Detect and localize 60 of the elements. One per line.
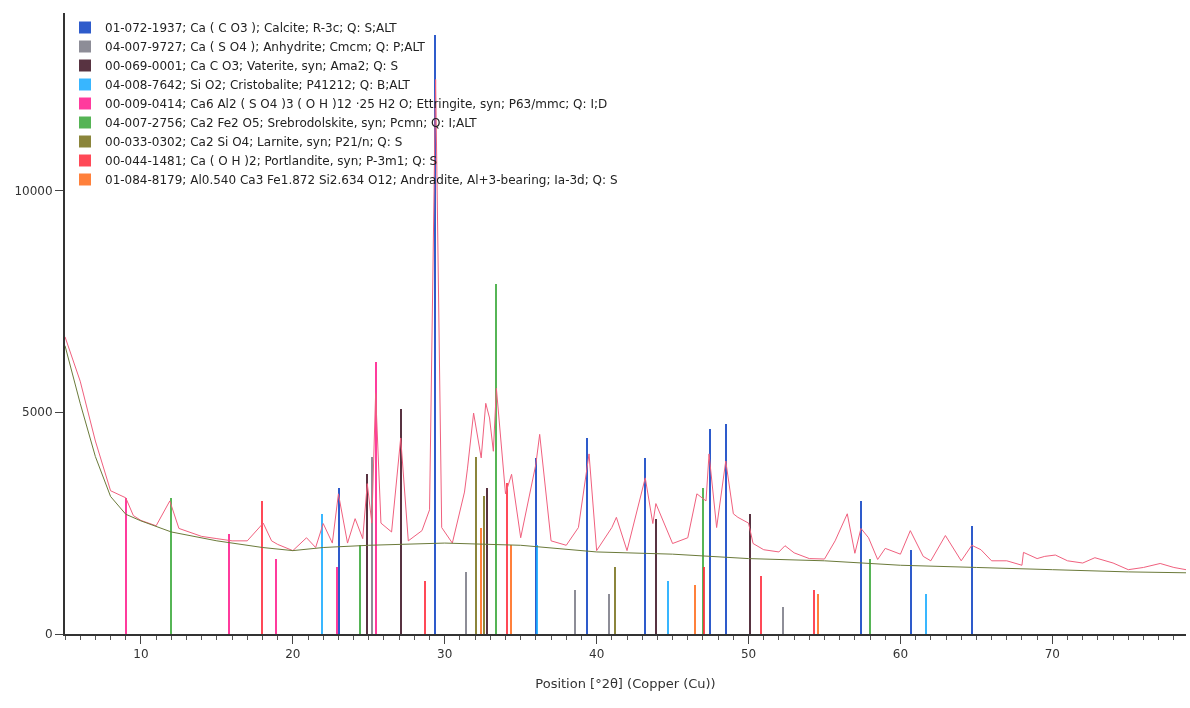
bar <box>338 488 340 634</box>
bar <box>760 576 762 634</box>
bar <box>817 594 819 634</box>
bar <box>170 498 172 634</box>
bar <box>782 607 784 634</box>
line-series <box>65 345 1186 574</box>
bar <box>910 550 912 634</box>
bar <box>869 559 871 634</box>
bar <box>125 498 127 634</box>
bar <box>261 501 263 634</box>
y-tick-label: 0 <box>44 627 53 642</box>
x-tick-label: 30 <box>437 647 453 662</box>
bar <box>480 528 482 634</box>
x-tick-label: 50 <box>740 647 757 662</box>
bar <box>608 594 610 634</box>
bar <box>667 581 669 634</box>
x-tick-label: 70 <box>1044 647 1060 662</box>
bar <box>483 496 485 634</box>
legend-label: 00-069-0001; Ca C O3; Vaterite, syn; Ama2; Q: S <box>105 59 399 74</box>
bar <box>475 457 477 634</box>
line-series <box>65 79 1186 571</box>
bar <box>495 284 497 634</box>
bar <box>655 519 657 634</box>
bar <box>586 438 588 634</box>
bar <box>424 581 426 634</box>
y-tick-label: 10000 <box>14 183 53 198</box>
legend-label: 04-007-9727; Ca ( S O4 ); Anhydrite; Cmcm; Q: P;ALT <box>105 40 426 55</box>
bar <box>465 572 467 634</box>
x-tick-label: 10 <box>133 647 149 662</box>
bar <box>359 545 361 634</box>
bar <box>506 483 508 634</box>
bar <box>749 514 751 634</box>
bar <box>486 488 488 634</box>
x-tick-label: 20 <box>285 647 301 662</box>
bar <box>275 559 277 634</box>
bar <box>860 501 862 634</box>
legend-label: 00-033-0302; Ca2 Si O4; Larnite, syn; P21/n; Q: S <box>105 135 403 150</box>
bar <box>614 567 616 634</box>
legend-label: 01-072-1937; Ca ( C O3 ); Calcite; R-3c; Q: S;ALT <box>105 21 398 36</box>
bar <box>321 514 323 634</box>
bar <box>510 545 512 634</box>
y-tick-label: 5000 <box>22 405 53 420</box>
bar <box>400 409 402 634</box>
bar <box>366 474 368 634</box>
bar <box>536 545 538 634</box>
bar <box>644 458 646 634</box>
bar <box>925 594 927 634</box>
bar <box>228 534 230 634</box>
bar <box>703 567 705 634</box>
x-axis-title: Position [°2θ] (Copper (Cu)) <box>535 675 716 691</box>
bar <box>574 590 576 634</box>
bar <box>336 567 338 634</box>
bar <box>709 429 711 634</box>
legend-label: 04-008-7642; Si O2; Cristobalite; P41212; Q: B;ALT <box>105 78 411 93</box>
bar <box>813 590 815 634</box>
x-tick-label: 60 <box>892 647 909 662</box>
bar <box>725 424 727 634</box>
x-tick-label: 40 <box>589 647 605 662</box>
bar <box>694 585 696 634</box>
bar <box>971 526 973 634</box>
